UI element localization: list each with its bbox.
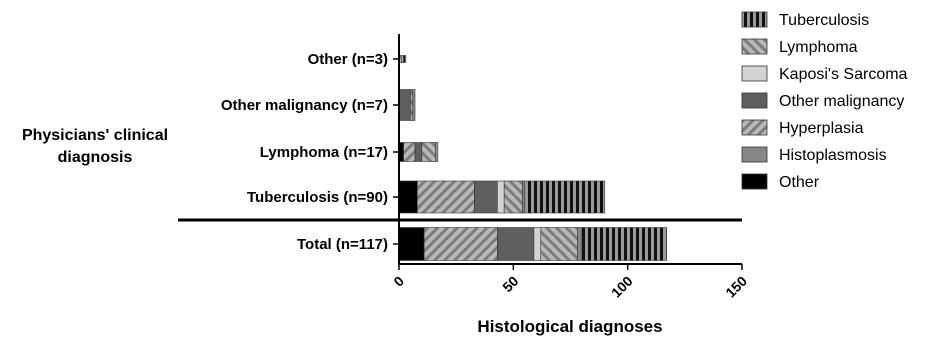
bar-segment — [403, 55, 407, 63]
bar-segment — [497, 227, 535, 261]
bar-segment — [414, 142, 423, 162]
x-tick-label: 0 — [390, 273, 407, 290]
bar-segment — [398, 89, 411, 121]
bar-segment — [421, 142, 436, 162]
category-label: Other malignancy (n=7) — [221, 97, 388, 114]
bar-segment — [398, 180, 418, 214]
bar-segment — [412, 89, 416, 121]
axes — [178, 34, 742, 265]
bar-segment — [423, 227, 498, 261]
legend-swatch — [741, 65, 768, 82]
y-axis-title: Physicians' clinical diagnosis — [22, 127, 168, 166]
bar-segment — [416, 180, 475, 214]
bar-segment — [403, 142, 416, 162]
legend-swatch — [741, 173, 768, 190]
bar-segment — [435, 142, 439, 162]
x-axis-title: Histological diagnoses — [477, 317, 662, 336]
bars — [398, 55, 667, 261]
bar-segment — [581, 227, 667, 261]
legend-swatch — [741, 92, 768, 109]
bar-segment — [497, 180, 505, 214]
x-tick-label: 50 — [499, 273, 521, 295]
bar-segment — [503, 180, 523, 214]
legend-label: Lymphoma — [779, 39, 858, 56]
bar-segment — [540, 227, 578, 261]
legend: Tuberculosis Lymphoma Kaposi's Sarcoma Othe… — [741, 11, 908, 191]
legend-label: Histoplasmosis — [779, 147, 887, 164]
bar-segment — [522, 180, 526, 214]
bar-segment — [533, 227, 542, 261]
bar-segment — [410, 89, 414, 121]
legend-swatch — [741, 146, 768, 163]
category-label: Other (n=3) — [308, 51, 388, 68]
category-labels: Other (n=3) Other malignancy (n=7) Lymphom… — [221, 51, 388, 253]
x-tick-label: 100 — [608, 273, 636, 301]
legend-swatch — [741, 119, 768, 136]
bar-segment — [474, 180, 498, 214]
legend-label: Kaposi's Sarcoma — [779, 66, 908, 83]
category-label: Tuberculosis (n=90) — [247, 189, 388, 206]
bar-segment — [524, 180, 606, 214]
x-ticks: 0 50 100 150 — [390, 264, 750, 301]
category-label: Total (n=117) — [297, 236, 388, 253]
bar-segment — [577, 227, 583, 261]
bar-segment — [398, 227, 425, 261]
x-tick-label: 150 — [722, 273, 750, 301]
legend-swatch — [741, 38, 768, 55]
legend-label: Other — [779, 174, 820, 191]
legend-label: Tuberculosis — [779, 12, 869, 29]
category-label: Lymphoma (n=17) — [260, 144, 388, 161]
legend-label: Other malignancy — [779, 93, 904, 110]
legend-label: Hyperplasia — [779, 120, 864, 137]
legend-swatch — [741, 11, 768, 28]
bar-segment — [400, 55, 404, 63]
